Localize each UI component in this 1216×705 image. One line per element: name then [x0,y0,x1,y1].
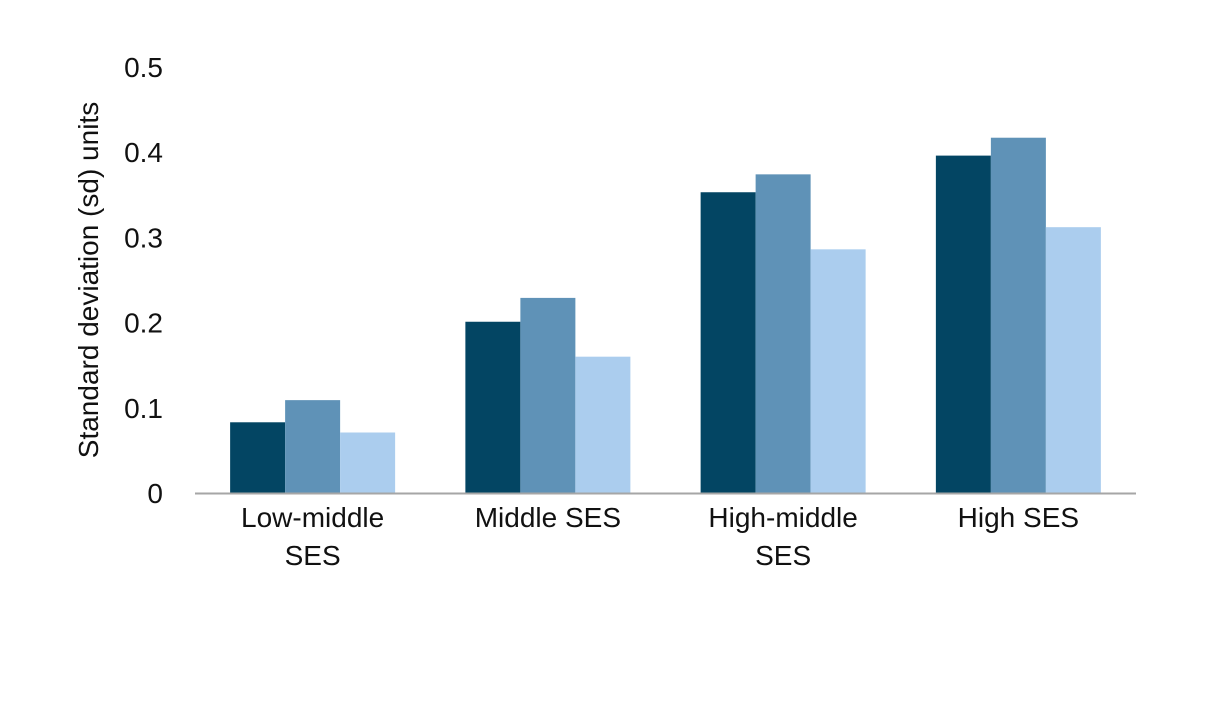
x-tick-label: Middle SES [475,502,621,533]
y-axis-ticks: 0 0.1 0.2 0.3 0.4 0.5 [124,52,163,509]
bar-3-3 [810,249,866,493]
y-tick-label: 0.2 [124,308,163,339]
y-tick-label: 0.3 [124,222,163,253]
bar-1-1 [230,422,286,493]
bar-1-3 [340,432,396,493]
bar-4-2 [990,137,1046,493]
x-tick-label: High SES [958,502,1079,533]
y-axis-label: Standard deviation (sd) units [73,102,104,458]
bar-2-2 [520,297,576,493]
x-axis-ticks: Low-middle SES Middle SES High-middle SES Hig… [241,502,1079,571]
bar-4-1 [935,155,991,493]
x-tick-label: High-middle SES [708,502,857,571]
bar-3-2 [755,174,811,494]
bar-2-3 [575,356,631,493]
bar-1-2 [285,400,341,493]
x-tick-label: Low-middle SES [241,502,384,571]
y-tick-label: 0.4 [124,137,163,168]
bar-3-1 [700,192,756,493]
y-tick-label: 0.5 [124,52,163,83]
y-tick-label: 0 [147,478,163,509]
bar-4-3 [1045,227,1101,493]
y-tick-label: 0.1 [124,393,163,424]
bars-layer [230,137,1101,494]
bar-2-1 [465,321,521,493]
